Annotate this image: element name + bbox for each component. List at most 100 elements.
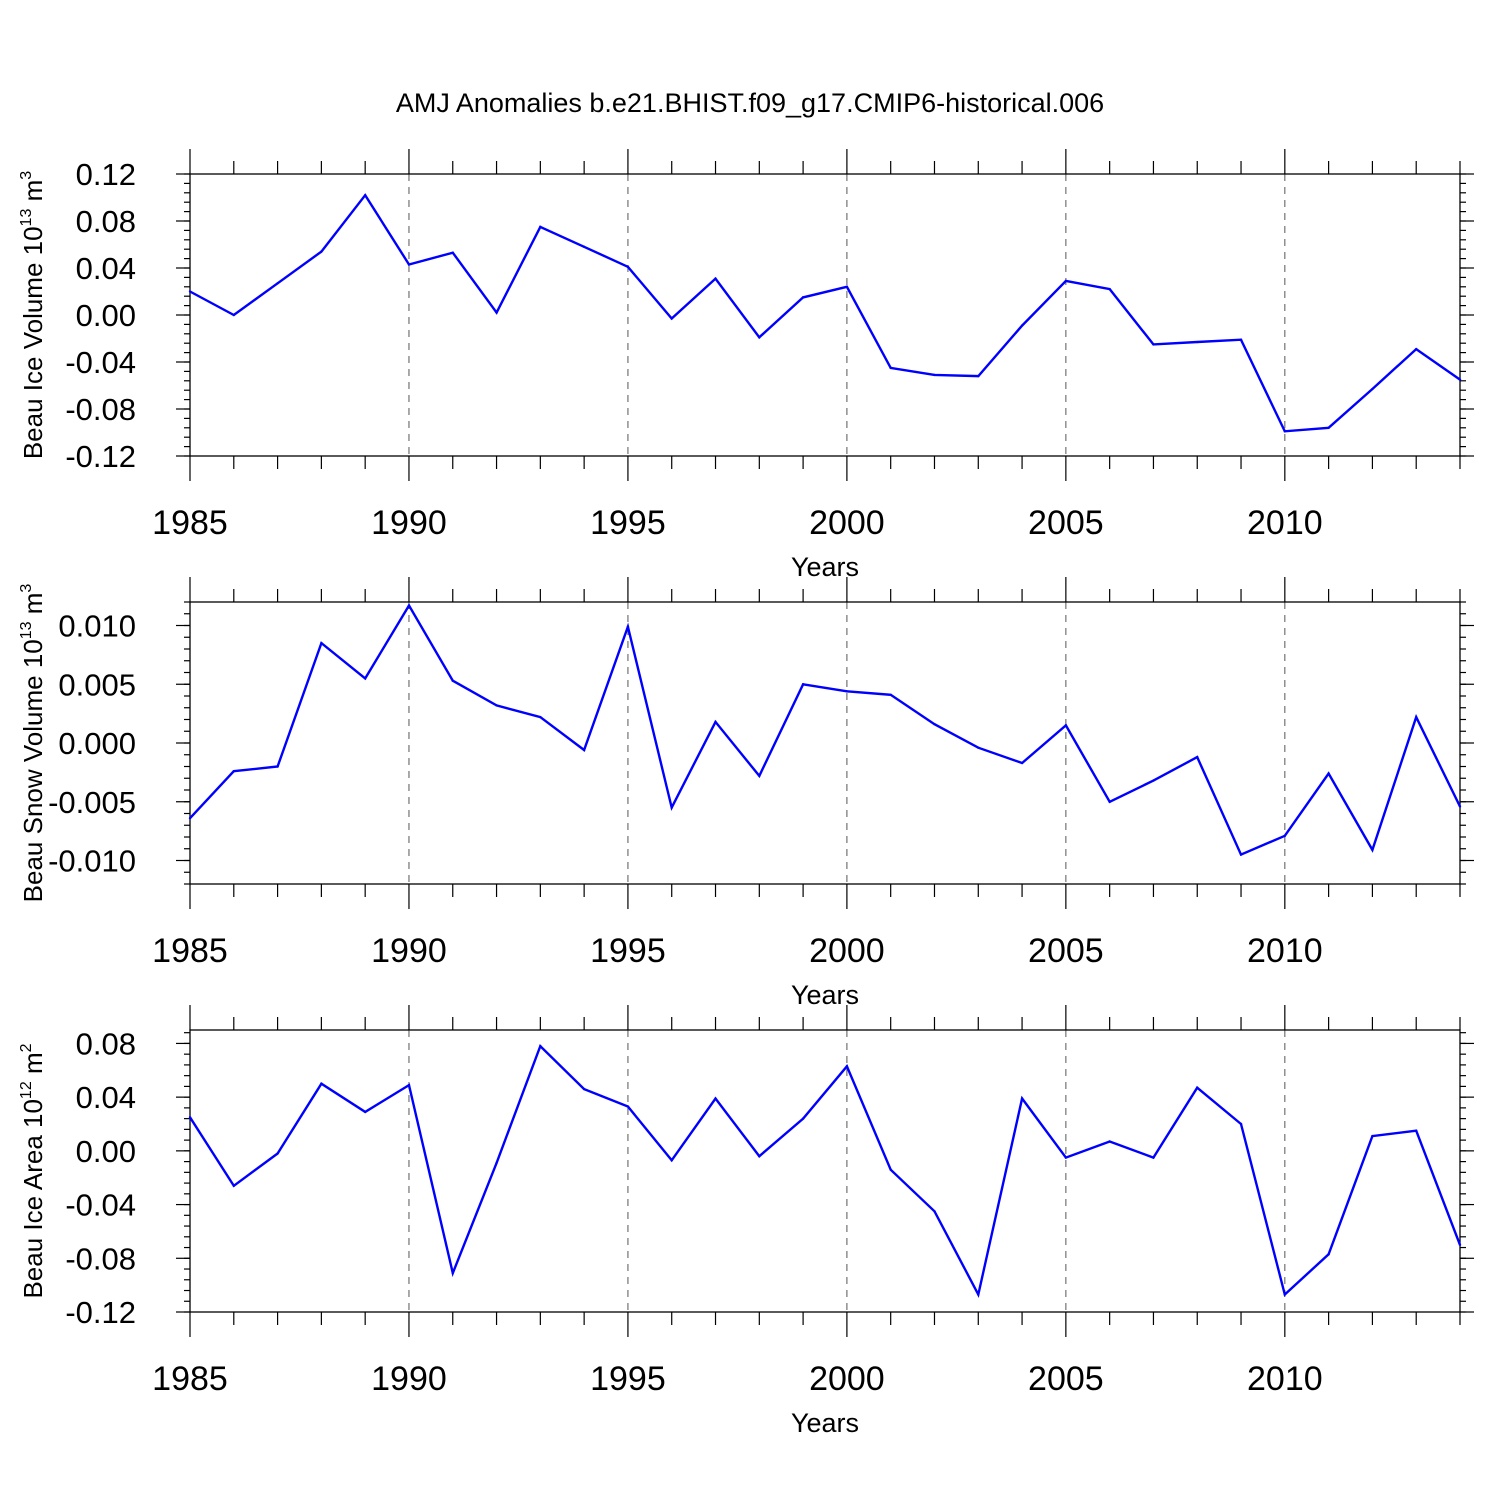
- x-tick-label: 1995: [590, 1360, 666, 1398]
- y-axis-label: Beau Ice Volume 1013 m3: [18, 171, 48, 459]
- data-point: [1239, 338, 1243, 341]
- data-point: [845, 285, 849, 288]
- x-tick-label: 2000: [809, 1360, 885, 1398]
- panel-beau-snow-volume: 0.010 0.005 0.000 -0.005 -0.010 1985 1990 1995 2…: [18, 577, 1474, 1010]
- x-tick-label: 1985: [152, 1360, 228, 1398]
- x-tick-label: 2005: [1028, 1360, 1104, 1398]
- y-tick-label: 0.08: [76, 1026, 136, 1061]
- data-point: [1415, 1129, 1418, 1132]
- data-point: [670, 806, 673, 809]
- data-point: [232, 313, 235, 317]
- y-tick-label: -0.005: [48, 785, 136, 820]
- x-tick-label: 2000: [809, 932, 885, 970]
- x-tick-label: 1990: [371, 1360, 447, 1398]
- y-tick-label: 0.005: [58, 667, 136, 702]
- x-tick-label: 1985: [152, 504, 228, 542]
- data-point: [758, 1155, 761, 1158]
- data-point: [977, 746, 980, 749]
- data-point: [801, 683, 805, 686]
- y-axis-label: Beau Ice Area 1012 m2: [18, 1043, 48, 1298]
- data-point: [363, 1110, 367, 1114]
- x-tick-label: 2000: [809, 504, 885, 542]
- y-tick-label: 0.00: [76, 1134, 136, 1169]
- data-point: [933, 1210, 936, 1213]
- x-tick-label: 1990: [371, 504, 447, 542]
- series-line: [189, 603, 1462, 857]
- data-point: [1458, 378, 1462, 381]
- data-point: [1458, 1243, 1462, 1247]
- data-point: [495, 704, 498, 707]
- data-point: [670, 317, 673, 320]
- y-tick-label: 0.08: [76, 204, 136, 239]
- data-point: [670, 1159, 673, 1162]
- data-point: [1108, 287, 1111, 291]
- data-point: [539, 1044, 542, 1048]
- data-point: [1239, 1122, 1243, 1126]
- data-point: [626, 265, 630, 269]
- x-tick-label: 2005: [1028, 504, 1104, 542]
- data-point: [1020, 324, 1024, 327]
- y-tick-label: 0.010: [58, 609, 136, 644]
- data-point: [495, 311, 498, 314]
- chart-panels: 0.12 0.08 0.04 0.00 -0.04 -0.08 -0.12 1985 1990 1…: [18, 149, 1474, 1438]
- panel-beau-ice-area: 0.08 0.04 0.00 -0.04 -0.08 -0.12 1985 1990 1995 2…: [18, 1005, 1474, 1438]
- data-point: [1371, 1134, 1374, 1138]
- data-point: [1152, 1156, 1155, 1159]
- data-point: [232, 770, 235, 773]
- data-point: [1371, 848, 1374, 852]
- data-point: [1327, 1253, 1330, 1256]
- x-tick-label: 2010: [1247, 1360, 1323, 1398]
- data-point: [582, 245, 586, 249]
- data-point: [1196, 1086, 1199, 1089]
- data-point: [845, 1065, 849, 1068]
- data-point: [407, 1083, 411, 1087]
- y-tick-label: -0.08: [65, 392, 136, 427]
- y-tick-label: 0.04: [76, 1080, 136, 1115]
- data-point: [1020, 1097, 1024, 1100]
- data-point: [845, 690, 849, 693]
- data-point: [889, 693, 892, 697]
- data-point: [320, 1082, 323, 1085]
- x-tick-label: 2010: [1247, 504, 1323, 542]
- x-tick-label: 1990: [371, 932, 447, 970]
- data-point: [1327, 772, 1330, 775]
- x-tick-label: 2005: [1028, 932, 1104, 970]
- data-point: [1327, 426, 1330, 429]
- data-point: [1239, 853, 1243, 856]
- x-axis-label: Years: [791, 552, 859, 582]
- data-point: [320, 641, 323, 645]
- series-line: [188, 1043, 1462, 1298]
- data-point: [1283, 1293, 1287, 1296]
- y-tick-label: 0.04: [76, 251, 136, 286]
- data-point: [320, 250, 323, 253]
- data-point: [1371, 387, 1374, 391]
- data-point: [539, 715, 542, 719]
- y-tick-label: -0.010: [48, 844, 136, 879]
- x-axis-label: Years: [791, 980, 859, 1010]
- data-point: [582, 748, 586, 752]
- x-tick-label: 1995: [590, 932, 666, 970]
- data-point: [495, 1161, 498, 1165]
- data-point: [407, 263, 411, 266]
- data-point: [1196, 340, 1199, 344]
- data-point: [276, 1152, 279, 1155]
- data-point: [1283, 430, 1287, 433]
- data-point: [933, 723, 936, 726]
- panel-beau-ice-volume: 0.12 0.08 0.04 0.00 -0.04 -0.08 -0.12 1985 1990 1…: [18, 149, 1474, 582]
- data-point: [582, 1087, 586, 1091]
- data-point: [758, 336, 761, 339]
- data-point: [1458, 805, 1462, 808]
- y-tick-label: 0.12: [76, 157, 136, 192]
- data-point: [714, 1097, 717, 1100]
- y-tick-label: -0.12: [65, 439, 136, 474]
- y-tick-label: -0.04: [65, 345, 136, 380]
- data-point: [1152, 779, 1155, 782]
- y-tick-label: -0.08: [65, 1241, 136, 1276]
- data-point: [451, 679, 454, 682]
- data-point: [889, 1168, 892, 1171]
- data-point: [1196, 755, 1199, 759]
- data-point: [1108, 1140, 1111, 1143]
- data-point: [626, 1105, 630, 1108]
- data-point: [451, 1271, 454, 1275]
